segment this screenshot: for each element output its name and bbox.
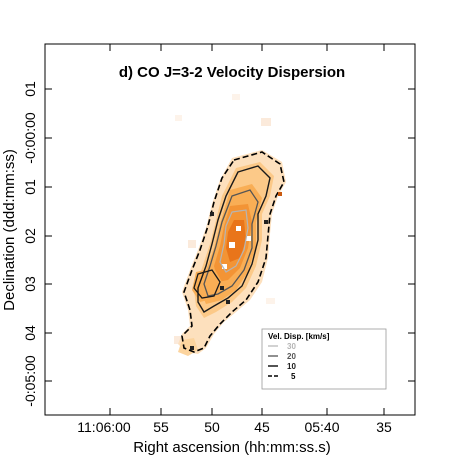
emission-speck (188, 240, 196, 248)
contour-20 (203, 189, 259, 297)
contour-10 (197, 165, 271, 313)
ytick-label: 03 (22, 276, 38, 292)
emission-speck (175, 115, 182, 121)
contours (181, 151, 285, 353)
ytick-label: 01 (22, 81, 38, 97)
ytick-label: -0:05:00 (22, 355, 38, 407)
legend-label-10: 10 (287, 362, 296, 371)
marker (210, 212, 214, 216)
emission-hole (229, 242, 235, 248)
marker (264, 220, 268, 224)
ytick-label: 02 (22, 228, 38, 244)
contour-5 (181, 151, 285, 353)
ytick-label: 04 (22, 325, 38, 341)
legend-title: Vel. Disp. [km/s] (268, 332, 330, 341)
legend-label-5: 5 (291, 372, 296, 381)
ytick-label: 01 (22, 179, 38, 195)
marker (226, 300, 230, 304)
emission-speck (266, 298, 275, 304)
markers (190, 192, 282, 350)
contour-blob (193, 269, 221, 299)
emission-speck (261, 118, 271, 126)
chart-title: d) CO J=3-2 Velocity Dispersion (119, 64, 345, 81)
xtick-label: 50 (204, 419, 220, 435)
xtick-label: 45 (254, 419, 270, 435)
marker (278, 192, 282, 196)
xtick-label: 55 (153, 419, 169, 435)
emission-hole (236, 226, 241, 231)
ytick-label: -0:00:00 (22, 112, 38, 164)
legend-label-30: 30 (287, 342, 296, 351)
emission-speck (174, 336, 182, 344)
emission-hole (246, 236, 251, 241)
marker (220, 286, 224, 290)
xtick-label: 11:06:00 (77, 419, 131, 435)
xtick-label: 35 (376, 419, 392, 435)
emission-speck (232, 94, 240, 100)
ticks (45, 44, 415, 415)
emission-hole (222, 264, 227, 269)
xtick-label: 05:40 (304, 419, 339, 435)
legend-box (261, 328, 387, 390)
contour-30 (219, 209, 249, 273)
legend: Vel. Disp. [km/s] 30 20 10 5 (261, 328, 387, 390)
x-axis-label: Right ascension (hh:mm:ss.s) (133, 439, 331, 456)
marker (190, 346, 194, 350)
legend-label-20: 20 (287, 352, 296, 361)
y-axis-label: Declination (ddd:mm:ss) (1, 149, 18, 311)
